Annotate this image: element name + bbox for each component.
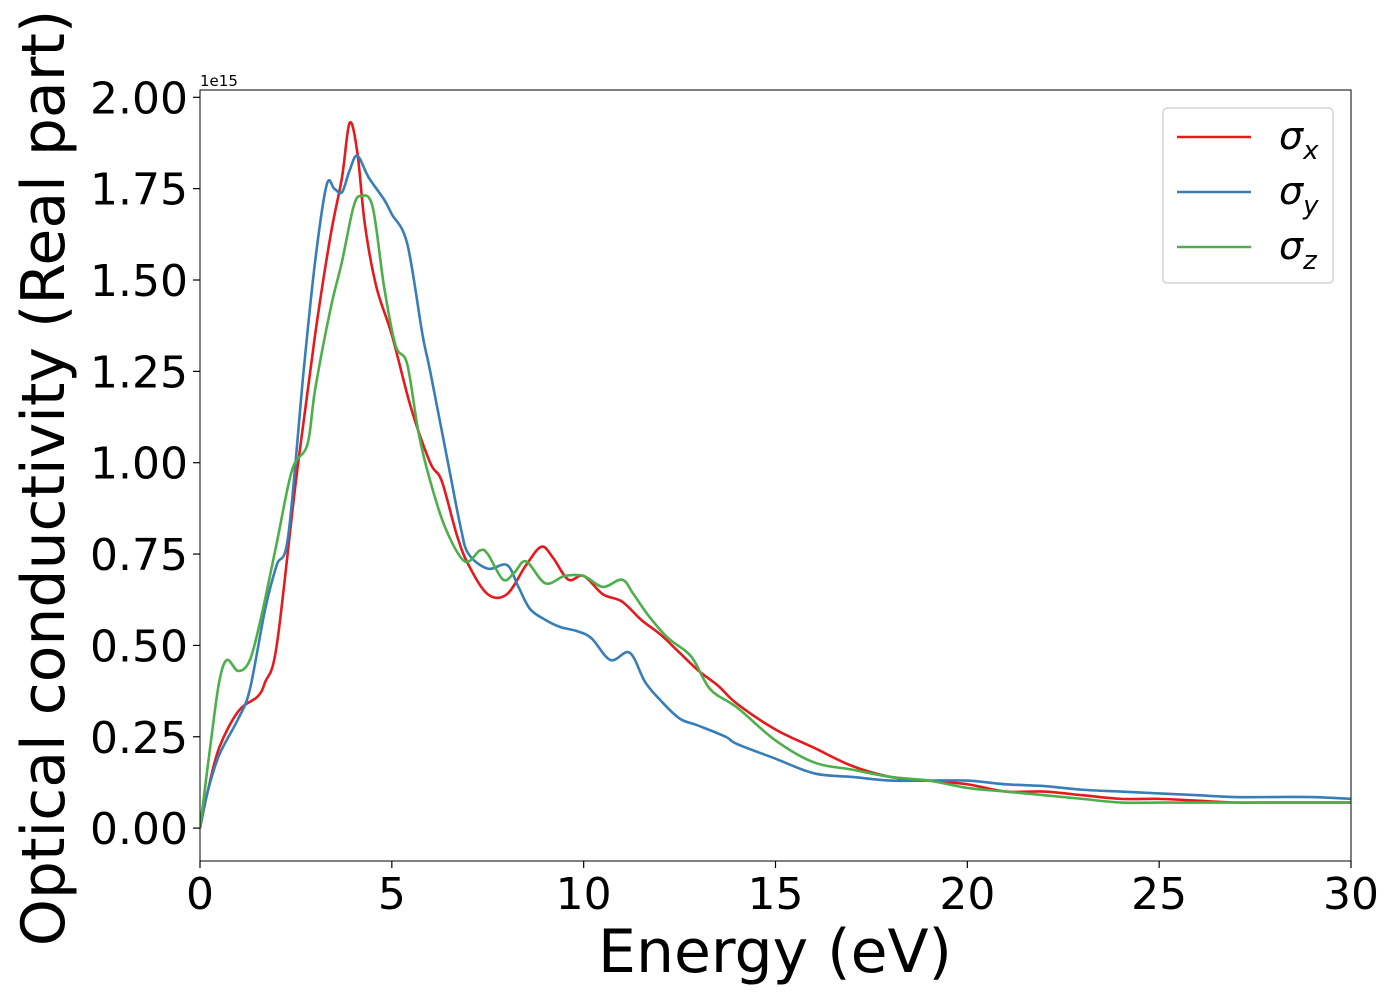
legend-subscript: x [1302, 136, 1319, 166]
y-tick-label: 1.75 [90, 165, 188, 216]
y-tick-label: 0.25 [90, 713, 188, 764]
y-offset-label: 1e15 [200, 72, 238, 90]
y-tick-label: 1.00 [90, 439, 188, 490]
series-line-y [200, 154, 1351, 829]
legend-symbol: σ [1279, 224, 1305, 268]
x-axis-label: Energy (eV) [598, 917, 952, 987]
x-tick-label: 0 [186, 869, 214, 920]
y-axis: 0.00 0.25 0.50 0.75 1.00 1.25 1.50 1.75 2.00 [90, 73, 200, 855]
y-tick-label: 1.50 [90, 256, 188, 307]
legend-box [1162, 107, 1334, 284]
series-line-z [200, 194, 1351, 829]
x-tick-label: 5 [378, 869, 406, 920]
y-tick-label: 2.00 [90, 73, 188, 124]
y-tick-label: 1.25 [90, 347, 188, 398]
x-tick-label: 30 [1323, 869, 1379, 920]
plot-lines [200, 120, 1351, 829]
legend-label-x: σx [1279, 114, 1319, 166]
legend-symbol: σ [1279, 114, 1305, 158]
y-axis-label: Optical conductivity (Real part) [9, 10, 79, 947]
x-tick-label: 10 [556, 869, 612, 920]
y-tick-label: 0.50 [90, 621, 188, 672]
legend-symbol: σ [1279, 169, 1305, 213]
y-tick-label: 0.75 [90, 530, 188, 581]
x-tick-label: 15 [748, 869, 804, 920]
legend-label-y: σy [1279, 169, 1319, 221]
legend-subscript: y [1302, 191, 1319, 221]
x-tick-label: 25 [1131, 869, 1187, 920]
x-tick-label: 20 [939, 869, 995, 920]
y-tick-label: 0.00 [90, 804, 188, 855]
x-axis: 0 5 10 15 20 25 30 [186, 861, 1379, 920]
legend-subscript: z [1302, 246, 1318, 276]
legend-label-z: σz [1279, 224, 1318, 276]
